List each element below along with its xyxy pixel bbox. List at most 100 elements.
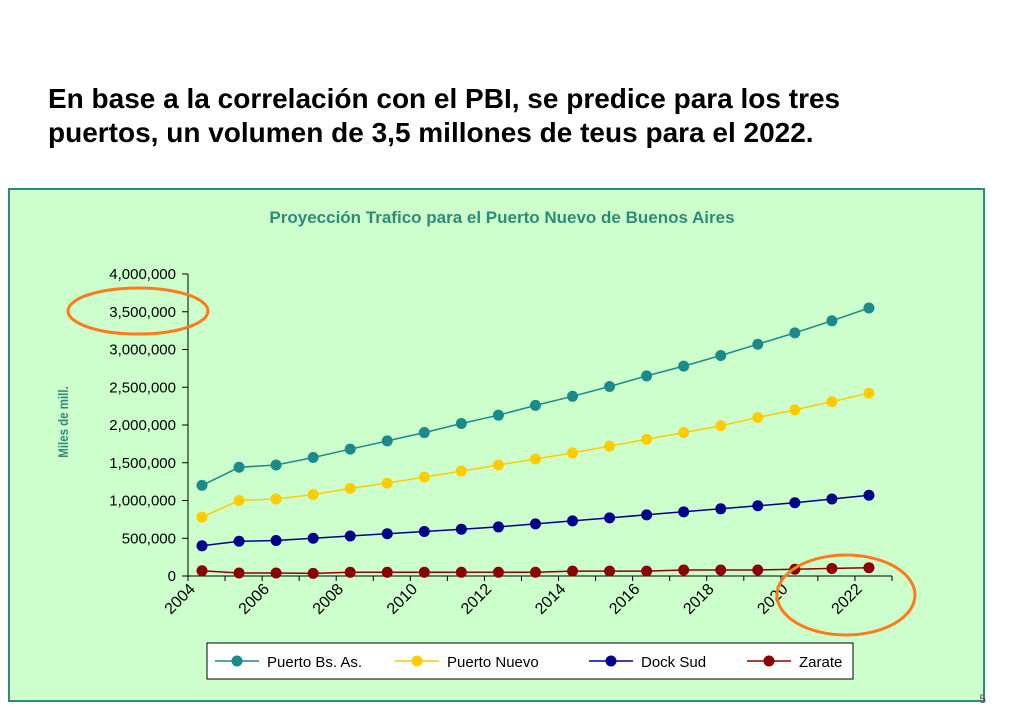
data-point [863,302,875,314]
legend-swatch-marker [231,655,243,667]
x-tick-label: 2012 [458,581,495,618]
data-point [826,493,838,505]
x-tick-label: 2004 [162,581,199,618]
data-point [604,440,616,452]
data-point [567,390,579,402]
y-tick-label: 0 [168,568,176,585]
slide-title: En base a la correlación con el PBI, se … [48,82,988,150]
data-point [715,564,727,576]
highlight-circle-2022 [775,553,917,637]
data-point [604,512,616,524]
series-puerto-bs-as [196,302,875,491]
data-point [863,562,875,574]
data-point [381,566,393,578]
legend: Puerto Bs. As. Puerto Nuevo Dock Sud Zarate [206,642,854,680]
data-point [196,511,208,523]
data-point [418,427,430,439]
data-point [307,567,319,579]
data-point [418,566,430,578]
data-point [715,350,727,362]
series-layer [196,302,875,579]
data-point [752,564,764,576]
data-point [455,417,467,429]
x-tick-label: 2010 [384,581,421,618]
data-point [826,562,838,574]
data-point [307,488,319,500]
data-point [678,564,690,576]
series-zarate [196,562,875,579]
data-point [678,506,690,518]
data-point [529,453,541,465]
data-point [270,567,282,579]
data-point [307,532,319,544]
data-point [381,435,393,447]
y-tick-label: 3,000,000 [109,342,176,359]
data-point [344,530,356,542]
legend-box [206,642,854,680]
slide-title-line-2: puertos, un volumen de 3,5 millones de t… [48,117,814,148]
series-puerto-nuevo [196,387,875,523]
y-tick-label: 2,500,000 [109,379,176,396]
chart-panel: Proyección Trafico para el Puerto Nuevo … [8,188,985,702]
data-point [492,566,504,578]
data-point [381,528,393,540]
data-point [344,566,356,578]
x-tick-label: 2018 [680,581,717,618]
data-point [455,566,467,578]
data-point [529,518,541,530]
data-point [678,427,690,439]
data-point [678,360,690,372]
data-point [789,327,801,339]
data-point [307,451,319,463]
x-tick-label: 2014 [532,581,569,618]
legend-item: Puerto Bs. As. [215,654,362,671]
series-dock-sud [196,489,875,552]
data-point [604,565,616,577]
x-tick-label: 2022 [829,581,866,618]
data-point [567,565,579,577]
data-point [455,523,467,535]
x-tick-label: 2020 [754,581,791,618]
data-point [196,479,208,491]
legend-label: Dock Sud [641,654,706,671]
page-number: 5 [979,692,986,706]
data-point [196,540,208,552]
y-tick-label: 1,000,000 [109,493,176,510]
data-point [455,465,467,477]
y-tick-labels: 0 500,000 1,000,000 1,500,000 2,000,000 2,500… [109,266,176,585]
data-point [752,411,764,423]
data-point [529,399,541,411]
legend-item: Puerto Nuevo [395,654,539,671]
legend-label: Puerto Nuevo [447,654,539,671]
legend-label: Zarate [799,654,842,671]
y-tick-label: 500,000 [122,530,176,547]
x-tick-label: 2008 [310,581,347,618]
data-point [418,471,430,483]
axes [182,273,893,581]
x-tick-labels: 2004 2006 2008 2010 2012 2014 2016 2018 2020 2022 [162,581,866,618]
data-point [344,482,356,494]
data-point [270,459,282,471]
y-tick-label: 2,000,000 [109,417,176,434]
x-tick-label: 2016 [606,581,643,618]
data-point [752,500,764,512]
data-point [233,567,245,579]
data-point [826,396,838,408]
highlight-annotations [66,286,917,637]
legend-swatch-marker [411,655,423,667]
line-chart: Proyección Trafico para el Puerto Nuevo … [55,208,917,680]
chart-title: Proyección Trafico para el Puerto Nuevo … [269,208,734,227]
data-point [826,315,838,327]
data-point [604,380,616,392]
data-point [344,443,356,455]
y-tick-label: 4,000,000 [109,266,176,283]
data-point [270,535,282,547]
slide-title-line-1: En base a la correlación con el PBI, se … [48,83,841,114]
data-point [715,420,727,432]
data-point [492,409,504,421]
highlight-circle-3500000 [66,286,210,336]
y-axis-label: Miles de mill. [55,386,71,457]
data-point [752,338,764,350]
data-point [233,535,245,547]
data-point [381,477,393,489]
